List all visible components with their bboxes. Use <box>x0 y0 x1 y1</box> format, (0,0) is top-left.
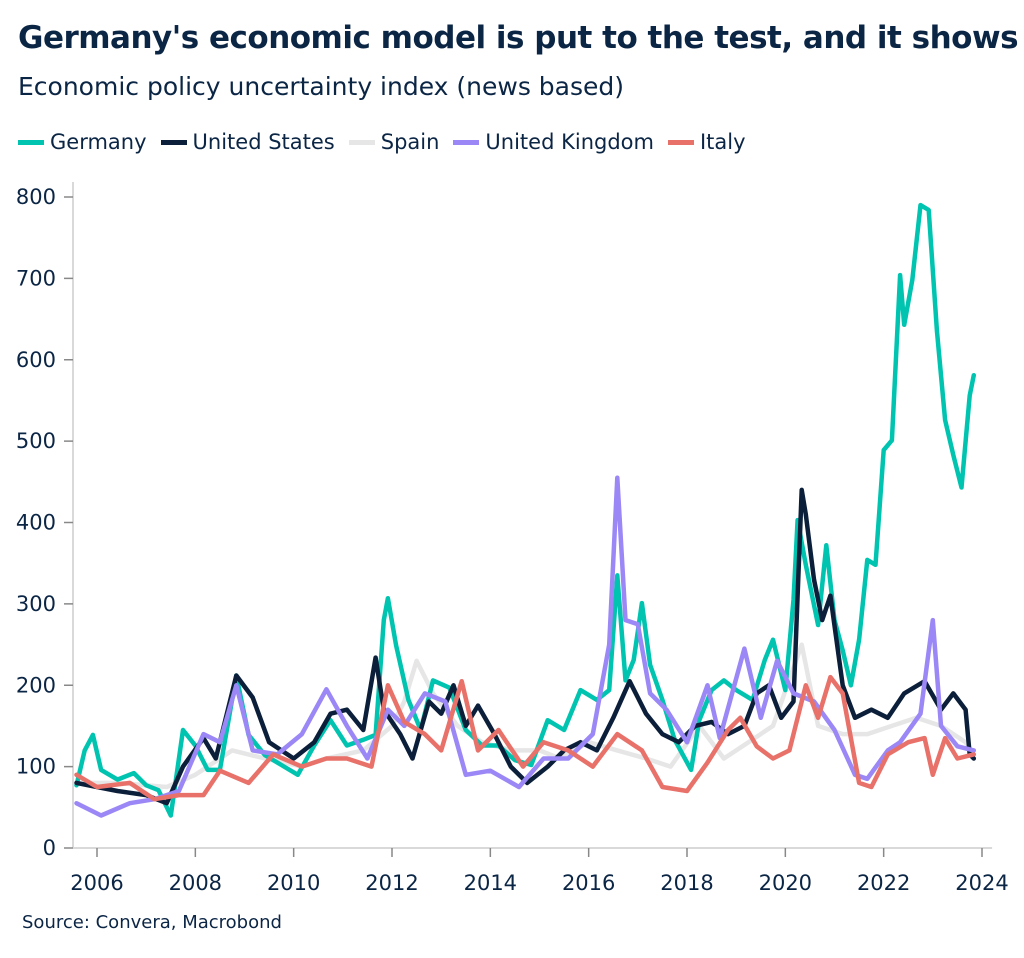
chart-subtitle: Economic policy uncertainty index (news … <box>18 72 625 101</box>
legend-label: United States <box>192 130 335 154</box>
series-line-united-states <box>74 487 977 806</box>
legend: Germany United States Spain United Kingd… <box>18 130 746 154</box>
x-tick-label: 2018 <box>660 871 713 895</box>
y-tick-label: 200 <box>16 673 56 697</box>
x-tick-label: 2014 <box>464 871 517 895</box>
legend-item-united-states: United States <box>160 130 335 154</box>
legend-item-italy: Italy <box>667 130 746 154</box>
x-tick-label: 2024 <box>955 871 1008 895</box>
x-tick-label: 2012 <box>365 871 418 895</box>
legend-swatch <box>667 139 694 145</box>
series-line-italy <box>74 674 977 802</box>
x-tick-label: 2020 <box>759 871 812 895</box>
series-line-germany <box>74 202 977 818</box>
legend-item-spain: Spain <box>348 130 440 154</box>
y-tick-label: 400 <box>16 511 56 535</box>
y-tick-label: 0 <box>43 836 56 860</box>
x-tick-label: 2016 <box>562 871 615 895</box>
y-tick-label: 100 <box>16 755 56 779</box>
legend-swatch <box>160 139 187 145</box>
y-tick-label: 300 <box>16 592 56 616</box>
legend-swatch <box>348 139 375 145</box>
legend-label: Spain <box>380 130 440 154</box>
legend-swatch <box>453 139 480 145</box>
legend-item-united-kingdom: United Kingdom <box>453 130 654 154</box>
source-note: Source: Convera, Macrobond <box>22 912 282 933</box>
legend-label: United Kingdom <box>485 130 654 154</box>
y-tick-label: 700 <box>16 266 56 290</box>
x-tick-label: 2010 <box>267 871 320 895</box>
legend-swatch <box>18 139 44 145</box>
x-tick-label: 2008 <box>169 871 222 895</box>
x-tick-label: 2022 <box>857 871 910 895</box>
x-tick-label: 2006 <box>70 871 123 895</box>
legend-label: Italy <box>699 130 746 154</box>
legend-item-germany: Germany <box>18 130 147 154</box>
chart-title: Germany's economic model is put to the t… <box>18 20 1019 56</box>
y-tick-label: 600 <box>16 348 56 372</box>
legend-label: Germany <box>50 130 147 154</box>
y-tick-label: 800 <box>16 185 56 209</box>
y-tick-label: 500 <box>16 429 56 453</box>
